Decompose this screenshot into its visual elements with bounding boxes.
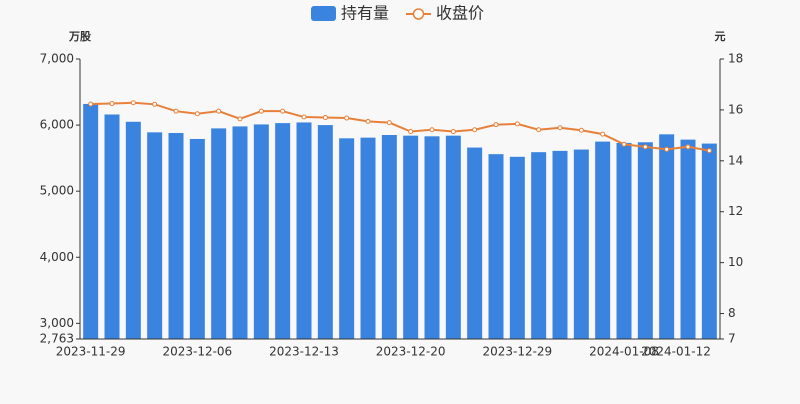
- bar: [211, 128, 227, 339]
- bar: [424, 136, 440, 339]
- y2-tick-label: 10: [728, 255, 743, 269]
- bar: [339, 138, 355, 339]
- bar: [189, 138, 205, 339]
- bar: [104, 114, 120, 339]
- bar: [232, 126, 248, 339]
- bar: [531, 152, 547, 339]
- price-point: [130, 100, 136, 106]
- x-tick-label: 2023-11-29: [56, 345, 126, 359]
- bar: [595, 141, 611, 339]
- price-point: [344, 115, 350, 121]
- price-point: [578, 127, 584, 133]
- price-point: [88, 101, 94, 107]
- price-point: [322, 115, 328, 121]
- price-point: [216, 108, 222, 114]
- bar: [403, 135, 419, 339]
- bar: [488, 154, 504, 339]
- x-tick-label: 2023-12-29: [482, 345, 552, 359]
- price-point: [450, 129, 456, 135]
- bar: [659, 134, 675, 339]
- bar: [381, 134, 397, 339]
- y2-unit: 元: [715, 30, 726, 43]
- price-point: [514, 121, 520, 127]
- bar: [147, 132, 163, 339]
- price-point: [706, 148, 712, 154]
- price-point: [557, 125, 563, 131]
- x-tick-label: 2024-01-12: [641, 345, 711, 359]
- price-point: [109, 101, 115, 107]
- y-tick-label: 6,000: [40, 118, 74, 132]
- x-tick-label: 2023-12-06: [162, 345, 232, 359]
- legend-label: 收盘价: [436, 4, 484, 23]
- bar: [253, 124, 269, 339]
- y-tick-label: 4,000: [40, 250, 74, 264]
- price-point: [365, 118, 371, 124]
- bar: [552, 150, 568, 339]
- bar: [360, 137, 376, 339]
- bar: [467, 147, 483, 339]
- price-point: [536, 127, 542, 133]
- y2-tick-label: 8: [728, 306, 736, 320]
- y2-tick-label: 18: [728, 52, 743, 66]
- y-tick-label: 2,763: [40, 332, 74, 346]
- price-point: [258, 108, 264, 114]
- price-point: [621, 141, 627, 147]
- y-tick-label: 5,000: [40, 184, 74, 198]
- bar: [275, 123, 291, 339]
- price-point: [194, 111, 200, 117]
- price-point: [493, 122, 499, 128]
- bar: [680, 139, 696, 339]
- y2-tick-label: 12: [728, 204, 743, 218]
- price-point: [664, 146, 670, 152]
- x-tick-label: 2023-12-13: [269, 345, 339, 359]
- price-point: [280, 108, 286, 114]
- y2-tick-label: 7: [728, 332, 736, 346]
- y-unit: 万股: [68, 30, 92, 43]
- bar: [168, 133, 184, 339]
- bar: [445, 135, 461, 339]
- bar: [573, 149, 589, 339]
- y-tick-label: 3,000: [40, 316, 74, 330]
- price-point: [472, 127, 478, 133]
- price-point: [408, 129, 414, 135]
- price-point: [386, 120, 392, 126]
- price-point: [173, 108, 179, 114]
- price-point: [301, 114, 307, 120]
- bar: [83, 103, 99, 339]
- y2-tick-label: 14: [728, 153, 743, 167]
- price-point: [429, 127, 435, 133]
- legend-label: 持有量: [341, 4, 389, 23]
- price-point: [237, 116, 243, 122]
- bar: [509, 156, 525, 339]
- price-point: [152, 101, 158, 107]
- legend-marker: [412, 8, 425, 20]
- price-point: [685, 144, 691, 150]
- bar: [125, 121, 141, 339]
- x-tick-label: 2023-12-20: [376, 345, 446, 359]
- bar: [637, 142, 653, 339]
- y2-tick-label: 16: [728, 102, 743, 116]
- x-tick-label: 2024-01-08: [589, 345, 659, 359]
- bar: [701, 143, 717, 339]
- price-point: [600, 131, 606, 137]
- bar: [296, 122, 312, 339]
- price-line: [90, 101, 710, 152]
- price-point: [642, 144, 648, 150]
- bar: [317, 125, 333, 339]
- y-tick-label: 7,000: [40, 52, 74, 66]
- legend-swatch: [311, 6, 336, 21]
- bar: [616, 142, 632, 339]
